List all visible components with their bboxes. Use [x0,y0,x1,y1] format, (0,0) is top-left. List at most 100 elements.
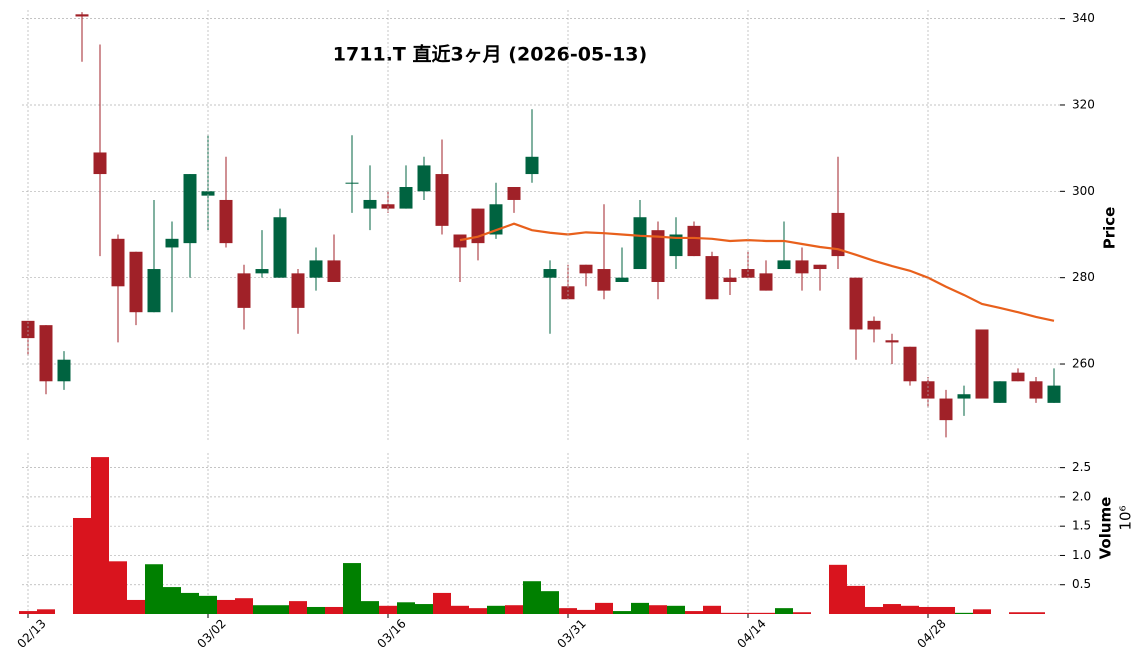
candle-body [273,217,287,278]
volume-bar [595,602,613,614]
volume-bar [415,604,433,614]
volume-bar [217,599,235,614]
candle-body [651,230,665,282]
volume-bar [127,599,145,614]
volume-bar [883,604,901,614]
volume-bar [487,605,505,614]
volume-bar [271,605,289,614]
volume-bar [199,595,217,614]
volume-bar [631,602,649,614]
volume-bar [937,606,955,614]
volume-bar [37,609,55,614]
candle-body [57,359,71,382]
y-tick-label: 2.0 [1072,489,1091,503]
candle-body [813,264,827,270]
volume-bar [469,608,487,614]
candle-body [903,346,917,382]
volume-bar [73,517,91,614]
volume-bar [379,605,397,614]
candle-body [867,320,881,330]
volume-bar [397,602,415,614]
volume-bar [19,611,37,614]
candle-body [237,273,251,308]
candle-body [489,204,503,235]
volume-bar [523,581,541,614]
x-tick-label: 04/28 [914,616,948,650]
volume-bar [955,612,973,614]
y-axis-label: Volume [1097,497,1115,560]
candle-body [993,381,1007,403]
candle-body [561,286,575,300]
candle-body [183,174,197,244]
axis-multiplier: 10⁶ [1117,505,1135,530]
candle-body [831,212,845,257]
y-tick-label: 280 [1072,270,1095,284]
volume-bar [775,608,793,614]
volume-bar [901,605,919,614]
volume-bar [739,612,757,614]
candle-body [885,340,899,343]
volume-bar [703,605,721,614]
candle-body [939,398,953,421]
y-tick-label: 2.5 [1072,460,1091,474]
volume-bar [433,592,451,614]
y-axis-label: Price [1101,207,1119,250]
volume-bar [235,598,253,614]
volume-bar [361,601,379,614]
volume-bar [181,592,199,614]
candle-body [687,225,701,257]
x-tick-label: 04/14 [734,616,768,650]
candle-body [795,260,809,274]
candle-body [327,260,341,282]
x-tick-label: 02/13 [14,616,48,650]
candle-body [705,256,719,300]
candle-body [111,238,125,287]
volume-bar [307,606,325,614]
volume-bar [1009,612,1027,614]
volume-bar [289,601,307,614]
volume-bar [559,608,577,614]
y-tick-label: 1.5 [1072,519,1091,533]
candle-body [345,182,359,184]
volume-bar [541,591,559,614]
candle-body [165,238,179,248]
candle-body [399,187,413,209]
candle-body [543,269,557,278]
y-tick-label: 260 [1072,357,1095,371]
y-tick-label: 0.5 [1072,577,1091,591]
candle-body [759,273,773,291]
volume-bar [325,606,343,614]
candle-body [1011,372,1025,382]
candle-body [741,269,755,278]
candle-body [129,251,143,313]
volume-bar [577,609,595,614]
candle-body [93,152,107,175]
volume-bar [793,612,811,614]
candle-body [777,260,791,270]
moving-average [459,222,1055,322]
candle-body [39,325,53,382]
candle-body [219,199,233,244]
volume-bar [973,609,991,614]
candle-body [21,320,35,339]
volume-bar [91,457,109,614]
volume-bar [721,612,739,614]
x-tick-label: 03/02 [194,616,228,650]
volume-bar [865,606,883,614]
candle-body [525,156,539,175]
volume-bar [847,585,865,614]
candle-body [975,329,989,399]
candle-body [507,187,521,200]
candle-body [309,260,323,278]
candle-body [75,14,89,17]
volume-bar [451,605,469,614]
candle-body [921,381,935,399]
volume-bar [1027,612,1045,614]
y-tick-label: 340 [1072,11,1095,25]
volume-bar [343,563,361,614]
candle-body [849,277,863,330]
candle-body [597,269,611,291]
candle-body [291,273,305,308]
volume-bar [109,561,127,614]
volume-bar [667,605,685,614]
